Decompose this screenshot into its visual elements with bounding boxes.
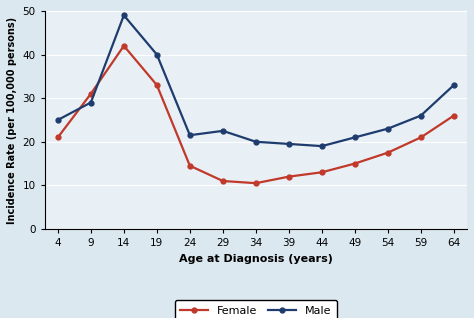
Male: [187, 133, 193, 137]
Female: [451, 114, 457, 117]
Male: [352, 135, 358, 139]
Male: [319, 144, 325, 148]
Male: [121, 13, 127, 17]
Male: [154, 53, 160, 57]
Female: [319, 170, 325, 174]
Male: [286, 142, 292, 146]
Female: [286, 175, 292, 178]
Male: [220, 129, 226, 133]
Male: [385, 127, 391, 131]
Female: [154, 83, 160, 87]
Female: [418, 135, 424, 139]
Female: [121, 44, 127, 48]
Male: [88, 100, 94, 104]
Female: [55, 135, 61, 139]
Line: Male: Male: [55, 13, 456, 149]
Female: [352, 162, 358, 165]
Legend: Female, Male: Female, Male: [174, 300, 337, 318]
X-axis label: Age at Diagnosis (years): Age at Diagnosis (years): [179, 253, 333, 264]
Male: [253, 140, 259, 144]
Line: Female: Female: [55, 43, 456, 186]
Female: [385, 151, 391, 155]
Female: [88, 92, 94, 96]
Y-axis label: Incidence Rate (per 100,000 persons): Incidence Rate (per 100,000 persons): [7, 17, 17, 224]
Male: [55, 118, 61, 122]
Male: [451, 83, 457, 87]
Female: [253, 181, 259, 185]
Male: [418, 114, 424, 117]
Female: [220, 179, 226, 183]
Female: [187, 164, 193, 168]
